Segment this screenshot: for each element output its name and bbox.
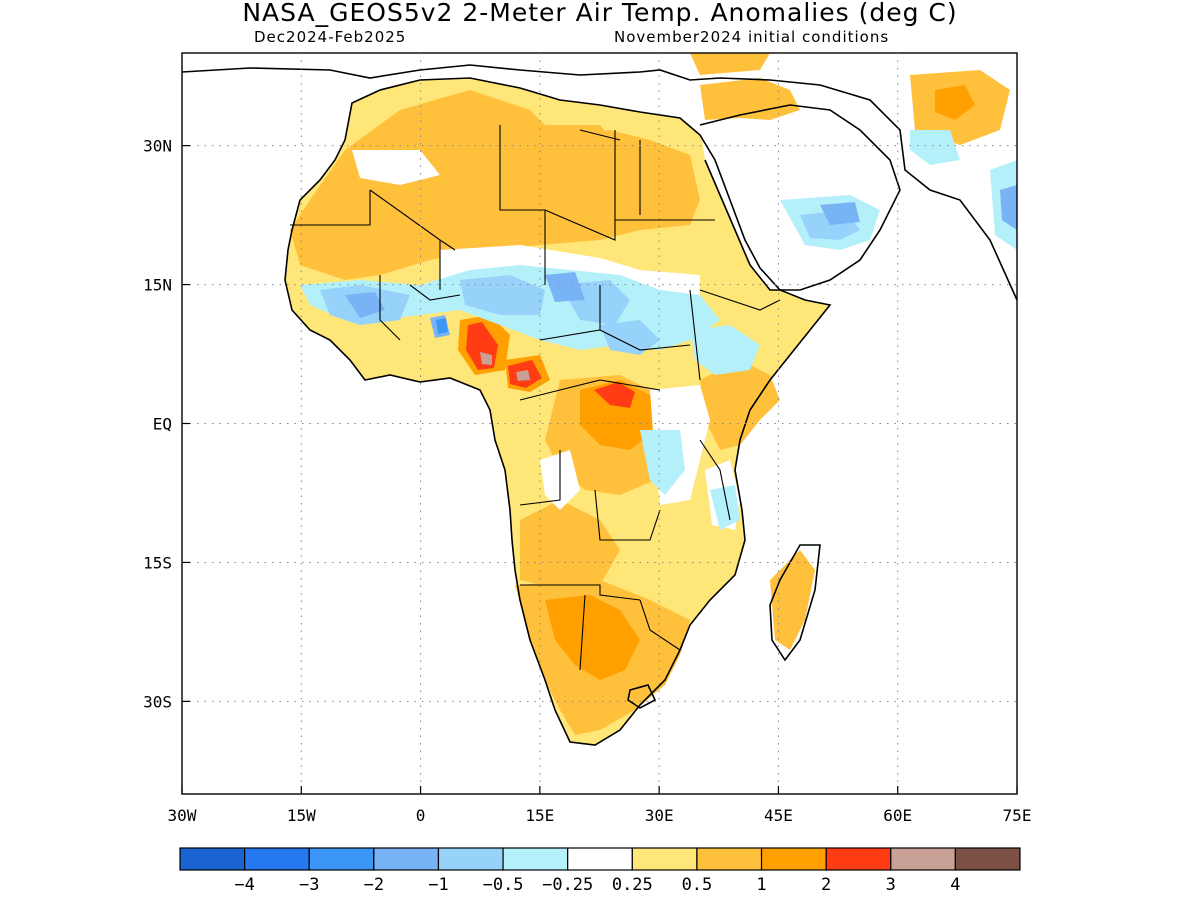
colorbar-swatch bbox=[890, 847, 956, 871]
colorbar-swatch bbox=[760, 847, 827, 871]
anomaly-1-2-regions bbox=[290, 53, 1010, 735]
colorbar-swatch bbox=[179, 847, 246, 871]
europe-landmass bbox=[182, 53, 640, 78]
anomaly-2-3-regions bbox=[458, 85, 975, 680]
x-tick-label: 75E bbox=[1003, 806, 1032, 825]
x-tick-label: 0 bbox=[416, 806, 426, 825]
colorbar-swatch bbox=[373, 847, 440, 871]
map-plot-area bbox=[182, 53, 1017, 746]
colorbar-swatch bbox=[502, 847, 569, 871]
x-tick-label: 30W bbox=[168, 806, 197, 825]
colorbar-label: −2 bbox=[364, 875, 384, 895]
colorbar-label: 1 bbox=[756, 875, 766, 895]
y-tick-label: 30N bbox=[143, 137, 172, 156]
anomaly-neg-1-regions bbox=[345, 185, 1017, 338]
y-tick-label: EQ bbox=[153, 415, 172, 434]
anomaly-neg-2-regions bbox=[436, 318, 448, 334]
y-tick-label: 15N bbox=[143, 276, 172, 295]
x-tick-label: 15W bbox=[287, 806, 316, 825]
colorbar-swatch bbox=[308, 847, 375, 871]
y-tick-label: 30S bbox=[143, 692, 172, 711]
colorbar-label: −0.25 bbox=[542, 875, 593, 895]
y-tick-label: 15S bbox=[143, 553, 172, 572]
initial-conditions: November2024 initial conditions bbox=[614, 28, 890, 46]
colorbar-swatch bbox=[567, 847, 633, 871]
colorbar: −4 −3 −2 −1 −0.5 −0.25 0.25 0.5 1 2 3 4 bbox=[179, 847, 1021, 895]
colorbar-label: −1 bbox=[428, 875, 448, 895]
colorbar-swatch bbox=[437, 847, 504, 871]
colorbar-label: 2 bbox=[821, 875, 831, 895]
colorbar-label: −0.5 bbox=[483, 875, 524, 895]
colorbar-label: 3 bbox=[886, 875, 896, 895]
forecast-period: Dec2024-Feb2025 bbox=[254, 28, 407, 46]
anomaly-above-4-regions bbox=[480, 352, 530, 381]
x-tick-label: 45E bbox=[764, 806, 793, 825]
x-tick-label: 30E bbox=[645, 806, 674, 825]
coastlines bbox=[182, 64, 1017, 746]
colorbar-label: 0.25 bbox=[612, 875, 653, 895]
colorbar-label: −3 bbox=[299, 875, 319, 895]
longitude-axis: 30W 15W 0 15E 30E 45E 60E 75E bbox=[168, 786, 1032, 825]
x-tick-label: 15E bbox=[525, 806, 554, 825]
colorbar-swatch bbox=[696, 847, 763, 871]
colorbar-swatch bbox=[954, 847, 1021, 871]
colorbar-label: 0.5 bbox=[682, 875, 713, 895]
latitude-axis: 30N 15N EQ 15S 30S bbox=[143, 137, 190, 711]
colorbar-swatch bbox=[631, 847, 698, 871]
colorbar-label: 4 bbox=[950, 875, 960, 895]
x-tick-label: 60E bbox=[883, 806, 912, 825]
map-title: NASA_GEOS5v2 2-Meter Air Temp. Anomalies… bbox=[242, 0, 958, 27]
country-borders bbox=[290, 125, 781, 671]
colorbar-swatch bbox=[244, 847, 310, 871]
colorbar-label: −4 bbox=[234, 875, 254, 895]
colorbar-swatch bbox=[825, 847, 892, 871]
